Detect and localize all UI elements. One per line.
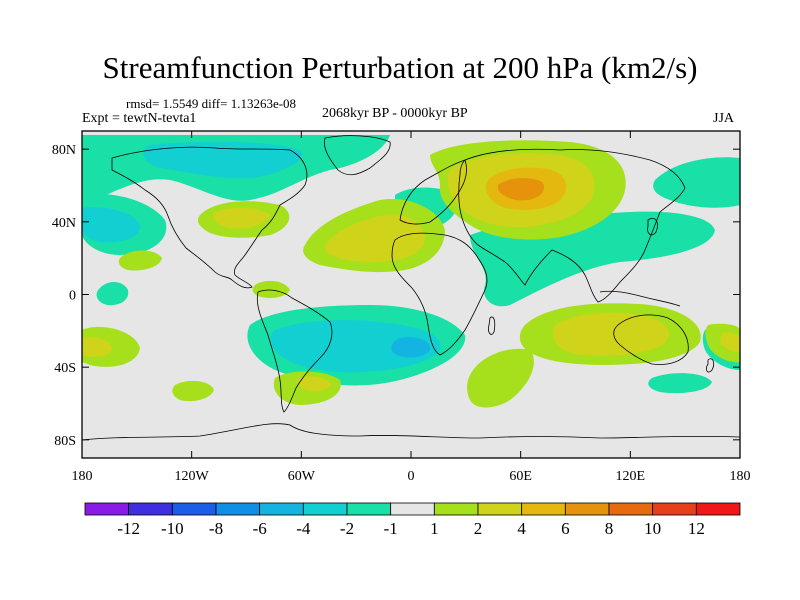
contour-neg-south-indian bbox=[648, 373, 712, 394]
experiment-label: Expt = tewtN-tevta1 bbox=[82, 111, 197, 126]
colorbar-swatch bbox=[564, 502, 610, 516]
contour-pos-east-pacific-inner bbox=[720, 332, 740, 352]
colorbar-label: 10 bbox=[644, 519, 661, 538]
coast-madagascar bbox=[488, 316, 496, 335]
colorbar-label: 8 bbox=[605, 519, 614, 538]
coast-antarctica bbox=[82, 423, 740, 441]
contour-pos-eurasia-peak bbox=[498, 178, 545, 201]
colorbar-swatch bbox=[433, 502, 479, 516]
colorbar-swatch bbox=[302, 502, 348, 516]
colorbar-swatch bbox=[171, 502, 217, 516]
colorbar-swatch bbox=[128, 502, 173, 516]
colorbar-label: -6 bbox=[253, 519, 267, 538]
lat-label: 80S bbox=[54, 434, 76, 449]
coast-asia bbox=[458, 148, 686, 303]
contour-neg-south-atlantic-mid bbox=[270, 320, 441, 373]
colorbar-label: -4 bbox=[296, 519, 311, 538]
lat-label: 80N bbox=[52, 143, 76, 158]
contour-pos-south-america-inner bbox=[297, 376, 332, 392]
lat-label: 40N bbox=[52, 216, 76, 231]
lon-axis: 180 120W 60W 0 60E 120E 180 bbox=[72, 131, 751, 484]
coast-australia bbox=[613, 314, 689, 365]
contour-pos-caribbean bbox=[252, 280, 290, 298]
colorbar-label: -10 bbox=[161, 519, 184, 538]
coastlines bbox=[82, 135, 740, 441]
coast-new-zealand bbox=[705, 358, 715, 373]
colorbar-label: 12 bbox=[688, 519, 705, 538]
colorbar-label: -1 bbox=[384, 519, 398, 538]
colorbar-label: 2 bbox=[474, 519, 483, 538]
contour-neg-north-america-inner bbox=[143, 141, 302, 179]
colorbar-swatch bbox=[695, 502, 741, 516]
colorbar-swatch bbox=[390, 502, 435, 516]
colorbar-swatch bbox=[259, 502, 304, 516]
coast-indonesia bbox=[599, 290, 681, 307]
colorbar-swatch bbox=[477, 502, 523, 516]
colorbar-swatch bbox=[84, 502, 130, 516]
colorbar-swatch bbox=[521, 502, 566, 516]
lon-label: 60W bbox=[288, 469, 316, 484]
coast-africa bbox=[391, 232, 488, 356]
colorbar-swatch bbox=[652, 502, 697, 516]
colorbar-label: 1 bbox=[430, 519, 439, 538]
colorbar-label: -8 bbox=[209, 519, 223, 538]
lat-axis: 80N 40N 0 40S 80S bbox=[52, 143, 740, 449]
contour-pos-gulf bbox=[118, 250, 162, 271]
contour-field bbox=[82, 135, 740, 408]
stats-text: rmsd= 1.5549 diff= 1.13263e-08 bbox=[126, 96, 297, 111]
coast-europe bbox=[399, 159, 467, 225]
coast-south-america bbox=[256, 289, 333, 413]
period-label: 2068kyr BP - 0000kyr BP bbox=[322, 106, 468, 121]
plot-title: Streamfunction Perturbation at 200 hPa (… bbox=[102, 50, 698, 85]
season-label: JJA bbox=[713, 111, 735, 126]
colorbar-swatch bbox=[608, 502, 654, 516]
lat-label: 40S bbox=[54, 361, 76, 376]
contour-neg-tropical-pacific bbox=[96, 281, 129, 306]
contour-pos-atlantic-inner bbox=[325, 214, 425, 262]
colorbar: -12 -10 -8 -6 -4 -2 -1 1 2 4 6 8 10 12 bbox=[84, 502, 741, 538]
colorbar-label: -2 bbox=[340, 519, 354, 538]
contour-neg-south-atlantic-core bbox=[391, 337, 431, 358]
coast-north-america bbox=[111, 146, 308, 289]
coast-japan bbox=[647, 217, 658, 236]
contour-pos-indian-inner bbox=[552, 312, 669, 357]
colorbar-label: 6 bbox=[561, 519, 570, 538]
contour-neg-pacific-west-inner bbox=[82, 207, 141, 243]
contour-pos-north-america-inner bbox=[213, 207, 270, 229]
lon-label: 120W bbox=[175, 469, 210, 484]
colorbar-label: -12 bbox=[117, 519, 140, 538]
contour-pos-south-atlantic-east bbox=[467, 348, 534, 408]
lon-label: 180 bbox=[730, 469, 751, 484]
lon-label: 180 bbox=[72, 469, 93, 484]
lat-label: 0 bbox=[69, 289, 76, 304]
lon-label: 0 bbox=[408, 469, 415, 484]
coast-greenland bbox=[323, 135, 391, 176]
lon-label: 120E bbox=[616, 469, 646, 484]
contour-pos-tropical-atlantic bbox=[172, 380, 214, 402]
colorbar-swatch bbox=[346, 502, 392, 516]
colorbar-swatch bbox=[215, 502, 261, 516]
lon-label: 60E bbox=[509, 469, 532, 484]
contour-neg-north-pacific bbox=[653, 157, 740, 208]
colorbar-label: 4 bbox=[517, 519, 526, 538]
contour-pos-south-pacific-west-inner bbox=[82, 337, 112, 357]
